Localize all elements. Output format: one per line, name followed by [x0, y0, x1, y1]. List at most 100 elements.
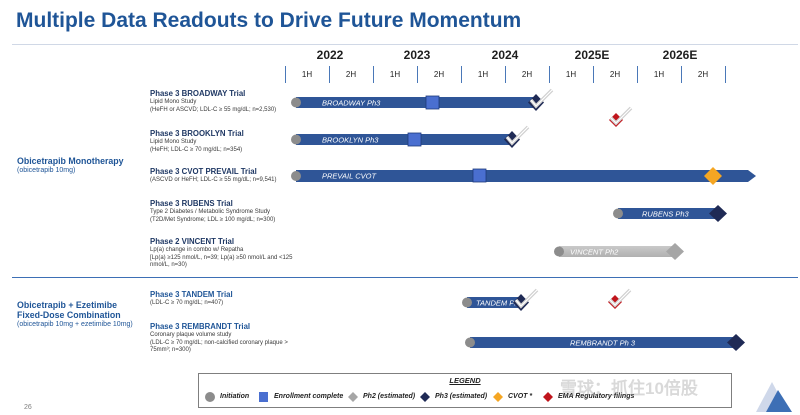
bar-label: TANDEM Ph3: [476, 299, 523, 308]
half-2025-1h: 1H: [565, 70, 577, 79]
timeline-tick: [681, 66, 682, 83]
timeline-tick: [593, 66, 594, 83]
legend-ph3-icon: [420, 392, 430, 402]
legend-enrollment-icon: [259, 392, 268, 402]
gantt-row-rubens: RUBENS Ph3: [613, 205, 727, 222]
timeline-tick: [417, 66, 418, 83]
checkmark-icon: [530, 89, 553, 107]
timeline-tick: [637, 66, 638, 83]
trial-prevail-info: Phase 3 CVOT PREVAIL Trial (ASCVD or HeF…: [150, 167, 277, 185]
legend-label-ema: EMA Regulatory filings: [558, 393, 635, 400]
checkmark-icon: [506, 126, 529, 144]
trial-name: Phase 3 BROADWAY Trial: [150, 89, 246, 98]
half-2025-2h: 2H: [609, 70, 621, 79]
title-divider: [12, 44, 798, 45]
page-title: Multiple Data Readouts to Drive Future M…: [16, 9, 522, 32]
trial-name: Phase 3 TANDEM Trial: [150, 290, 233, 299]
year-2024: 2024: [491, 48, 519, 62]
ph3-marker: [709, 205, 727, 222]
initiation-marker: [465, 337, 475, 348]
trial-desc: Lipid Mono Study: [150, 139, 197, 145]
trial-desc: Coronary plaque volume study: [150, 332, 232, 338]
trial-desc: (HeFH; LDL-C ≥ 70 mg/dL; n=354): [150, 146, 243, 153]
gantt-row-prevail: PREVAIL CVOT: [291, 167, 756, 185]
timeline-tick: [461, 66, 462, 83]
gantt-row-rembrandt: REMBRANDT Ph 3: [465, 334, 745, 351]
gantt-row-broadway: BROADWAY Ph3: [291, 88, 633, 127]
trial-name: Phase 2 VINCENT Trial: [150, 237, 235, 246]
trial-name: Phase 3 RUBENS Trial: [150, 199, 233, 208]
group-title: Obicetrapib Monotherapy: [17, 156, 124, 166]
timeline-tick: [373, 66, 374, 83]
initiation-marker: [462, 297, 472, 308]
ph3-marker: [528, 94, 544, 111]
timeline-tick: [549, 66, 550, 83]
half-2022-1h: 1H: [301, 70, 313, 79]
trial-desc: Type 2 Diabetes / Metabolic Syndrome Stu…: [150, 209, 271, 215]
group-divider: [12, 277, 798, 278]
trial-bar-arrow: [296, 170, 756, 182]
enrollment-marker: [425, 95, 440, 110]
group-title-line-1: Obicetrapib + Ezetimibe: [17, 300, 117, 310]
page-number: 26: [24, 404, 32, 411]
trial-bar: [618, 208, 718, 219]
trial-desc: [Lp(a) ≥125 nmol/L, n=39; Lp(a) ≥50 nmol…: [150, 254, 293, 261]
trial-desc: 75mm³; n=300): [150, 347, 191, 354]
gantt-row-brooklyn: BROOKLYN Ph3: [291, 125, 530, 148]
half-2023-2h: 2H: [433, 70, 445, 79]
legend-label-cvot: CVOT *: [508, 393, 533, 400]
enrollment-marker: [407, 132, 422, 147]
group-subtitle: (obicetrapib 10mg): [17, 167, 76, 174]
trial-desc: Lipid Mono Study: [150, 99, 197, 105]
ph3-marker: [504, 131, 520, 148]
watermark-text: 雪球：抓住10倍股: [560, 379, 698, 398]
group-subtitle: (obicetrapib 10mg + ezetimibe 10mg): [17, 321, 133, 328]
bar-label: PREVAIL CVOT: [322, 172, 377, 181]
timeline-tick: [285, 66, 286, 83]
legend-cvot-icon: [493, 392, 503, 402]
timeline-tick: [329, 66, 330, 83]
trial-bar: [467, 297, 521, 308]
trial-bar: [296, 97, 536, 108]
trial-name: Phase 3 BROOKLYN Trial: [150, 129, 244, 138]
half-2026-1h: 1H: [653, 70, 665, 79]
ema-filing-marker: [609, 113, 623, 127]
half-2026-2h: 2H: [697, 70, 709, 79]
trial-desc: (LDL-C ≥ 70 mg/dL; non-calcified coronar…: [150, 339, 288, 346]
initiation-marker: [291, 97, 301, 108]
trial-bar: [296, 134, 512, 145]
bar-label: VINCENT Ph2: [570, 248, 619, 257]
ph3-marker: [513, 294, 529, 311]
initiation-marker: [554, 246, 564, 257]
bar-label: BROOKLYN Ph3: [322, 136, 379, 145]
gantt-row-tandem: TANDEM Ph3: [462, 288, 632, 311]
legend-ema-icon: [543, 392, 553, 402]
year-2022: 2022: [316, 48, 344, 62]
legend-ph2-icon: [348, 392, 358, 402]
legend-title: LEGEND: [449, 376, 481, 385]
checkmark-icon: [515, 289, 538, 307]
year-2025e: 2025E: [574, 48, 610, 62]
bar-label: RUBENS Ph3: [642, 210, 690, 219]
trial-desc: Lp(a) change in combo w/ Repatha: [150, 247, 244, 253]
enrollment-marker: [472, 168, 487, 183]
group-title-line-2: Fixed-Dose Combination: [17, 310, 121, 320]
bar-label: BROADWAY Ph3: [322, 99, 381, 108]
timeline-tick: [725, 66, 726, 83]
half-2024-1h: 1H: [477, 70, 489, 79]
half-2023-1h: 1H: [389, 70, 401, 79]
legend-label-ph3: Ph3 (estimated): [435, 393, 488, 400]
year-2026e: 2026E: [662, 48, 698, 62]
trial-broadway-info: Phase 3 BROADWAY Trial Lipid Mono Study …: [150, 89, 276, 114]
trial-desc: nmol/L, n=30): [150, 262, 187, 269]
bar-label: REMBRANDT Ph 3: [570, 339, 636, 348]
legend-label-initiation: Initiation: [220, 393, 250, 400]
trial-tandem-info: Phase 3 TANDEM Trial (LDL-C ≥ 70 mg/dL; …: [150, 290, 233, 308]
gantt-row-vincent: VINCENT Ph2: [554, 243, 684, 260]
checkmark-icon: [610, 107, 632, 124]
trial-desc: (ASCVD or HeFH; LDL-C ≥ 55 mg/dL; n=9,54…: [150, 177, 277, 183]
ph3-marker: [727, 334, 745, 351]
initiation-marker: [613, 208, 623, 219]
legend-label-enrollment: Enrollment complete: [274, 393, 344, 400]
